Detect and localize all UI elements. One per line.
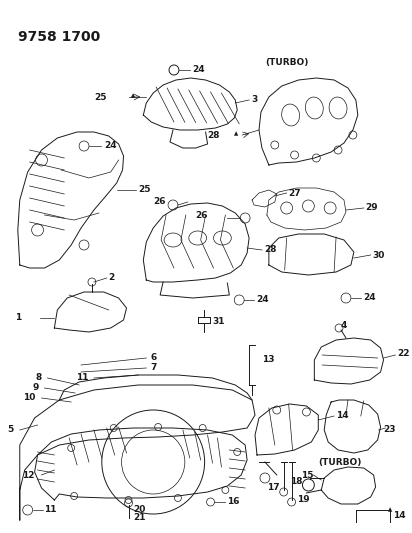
Text: 21: 21	[133, 513, 146, 522]
Text: 14: 14	[393, 511, 406, 520]
Text: 11: 11	[77, 374, 89, 383]
Text: 28: 28	[264, 246, 276, 254]
Text: 9758 1700: 9758 1700	[18, 30, 100, 44]
Text: (TURBO): (TURBO)	[265, 58, 308, 67]
Text: 27: 27	[289, 189, 301, 198]
Text: 15: 15	[301, 471, 314, 480]
Text: 19: 19	[297, 496, 309, 505]
Text: 24: 24	[104, 141, 117, 150]
Text: 24: 24	[256, 295, 269, 304]
Text: ▲: ▲	[234, 132, 239, 136]
Text: 12: 12	[22, 471, 35, 480]
Text: 18: 18	[290, 478, 302, 487]
Text: (TURBO): (TURBO)	[318, 457, 362, 466]
Text: 22: 22	[397, 350, 410, 359]
Text: 24: 24	[363, 294, 375, 303]
Text: 17: 17	[267, 482, 279, 491]
Text: 2: 2	[109, 272, 115, 281]
Text: 5: 5	[7, 425, 14, 434]
Text: 6: 6	[150, 352, 157, 361]
Text: 29: 29	[366, 204, 378, 213]
Text: 1: 1	[16, 313, 22, 322]
Text: 31: 31	[213, 318, 225, 327]
Text: 28: 28	[207, 131, 220, 140]
Text: 25: 25	[94, 93, 107, 101]
Text: 8: 8	[35, 373, 42, 382]
Text: 11: 11	[44, 505, 57, 514]
Text: 26: 26	[195, 211, 208, 220]
Text: 30: 30	[372, 251, 385, 260]
Text: 3: 3	[251, 95, 258, 104]
Text: 13: 13	[262, 356, 274, 365]
Text: 23: 23	[384, 425, 396, 434]
Text: 9: 9	[32, 383, 39, 392]
Text: ▲: ▲	[131, 93, 136, 99]
Text: 26: 26	[154, 198, 166, 206]
Text: 10: 10	[23, 392, 35, 401]
Text: 7: 7	[150, 362, 157, 372]
Text: 4: 4	[341, 321, 347, 330]
Text: 20: 20	[133, 505, 146, 514]
Text: 14: 14	[336, 410, 349, 419]
Text: ▲: ▲	[389, 507, 393, 513]
Text: 25: 25	[138, 185, 151, 195]
Text: 16: 16	[227, 497, 240, 506]
Text: 24: 24	[192, 66, 204, 75]
